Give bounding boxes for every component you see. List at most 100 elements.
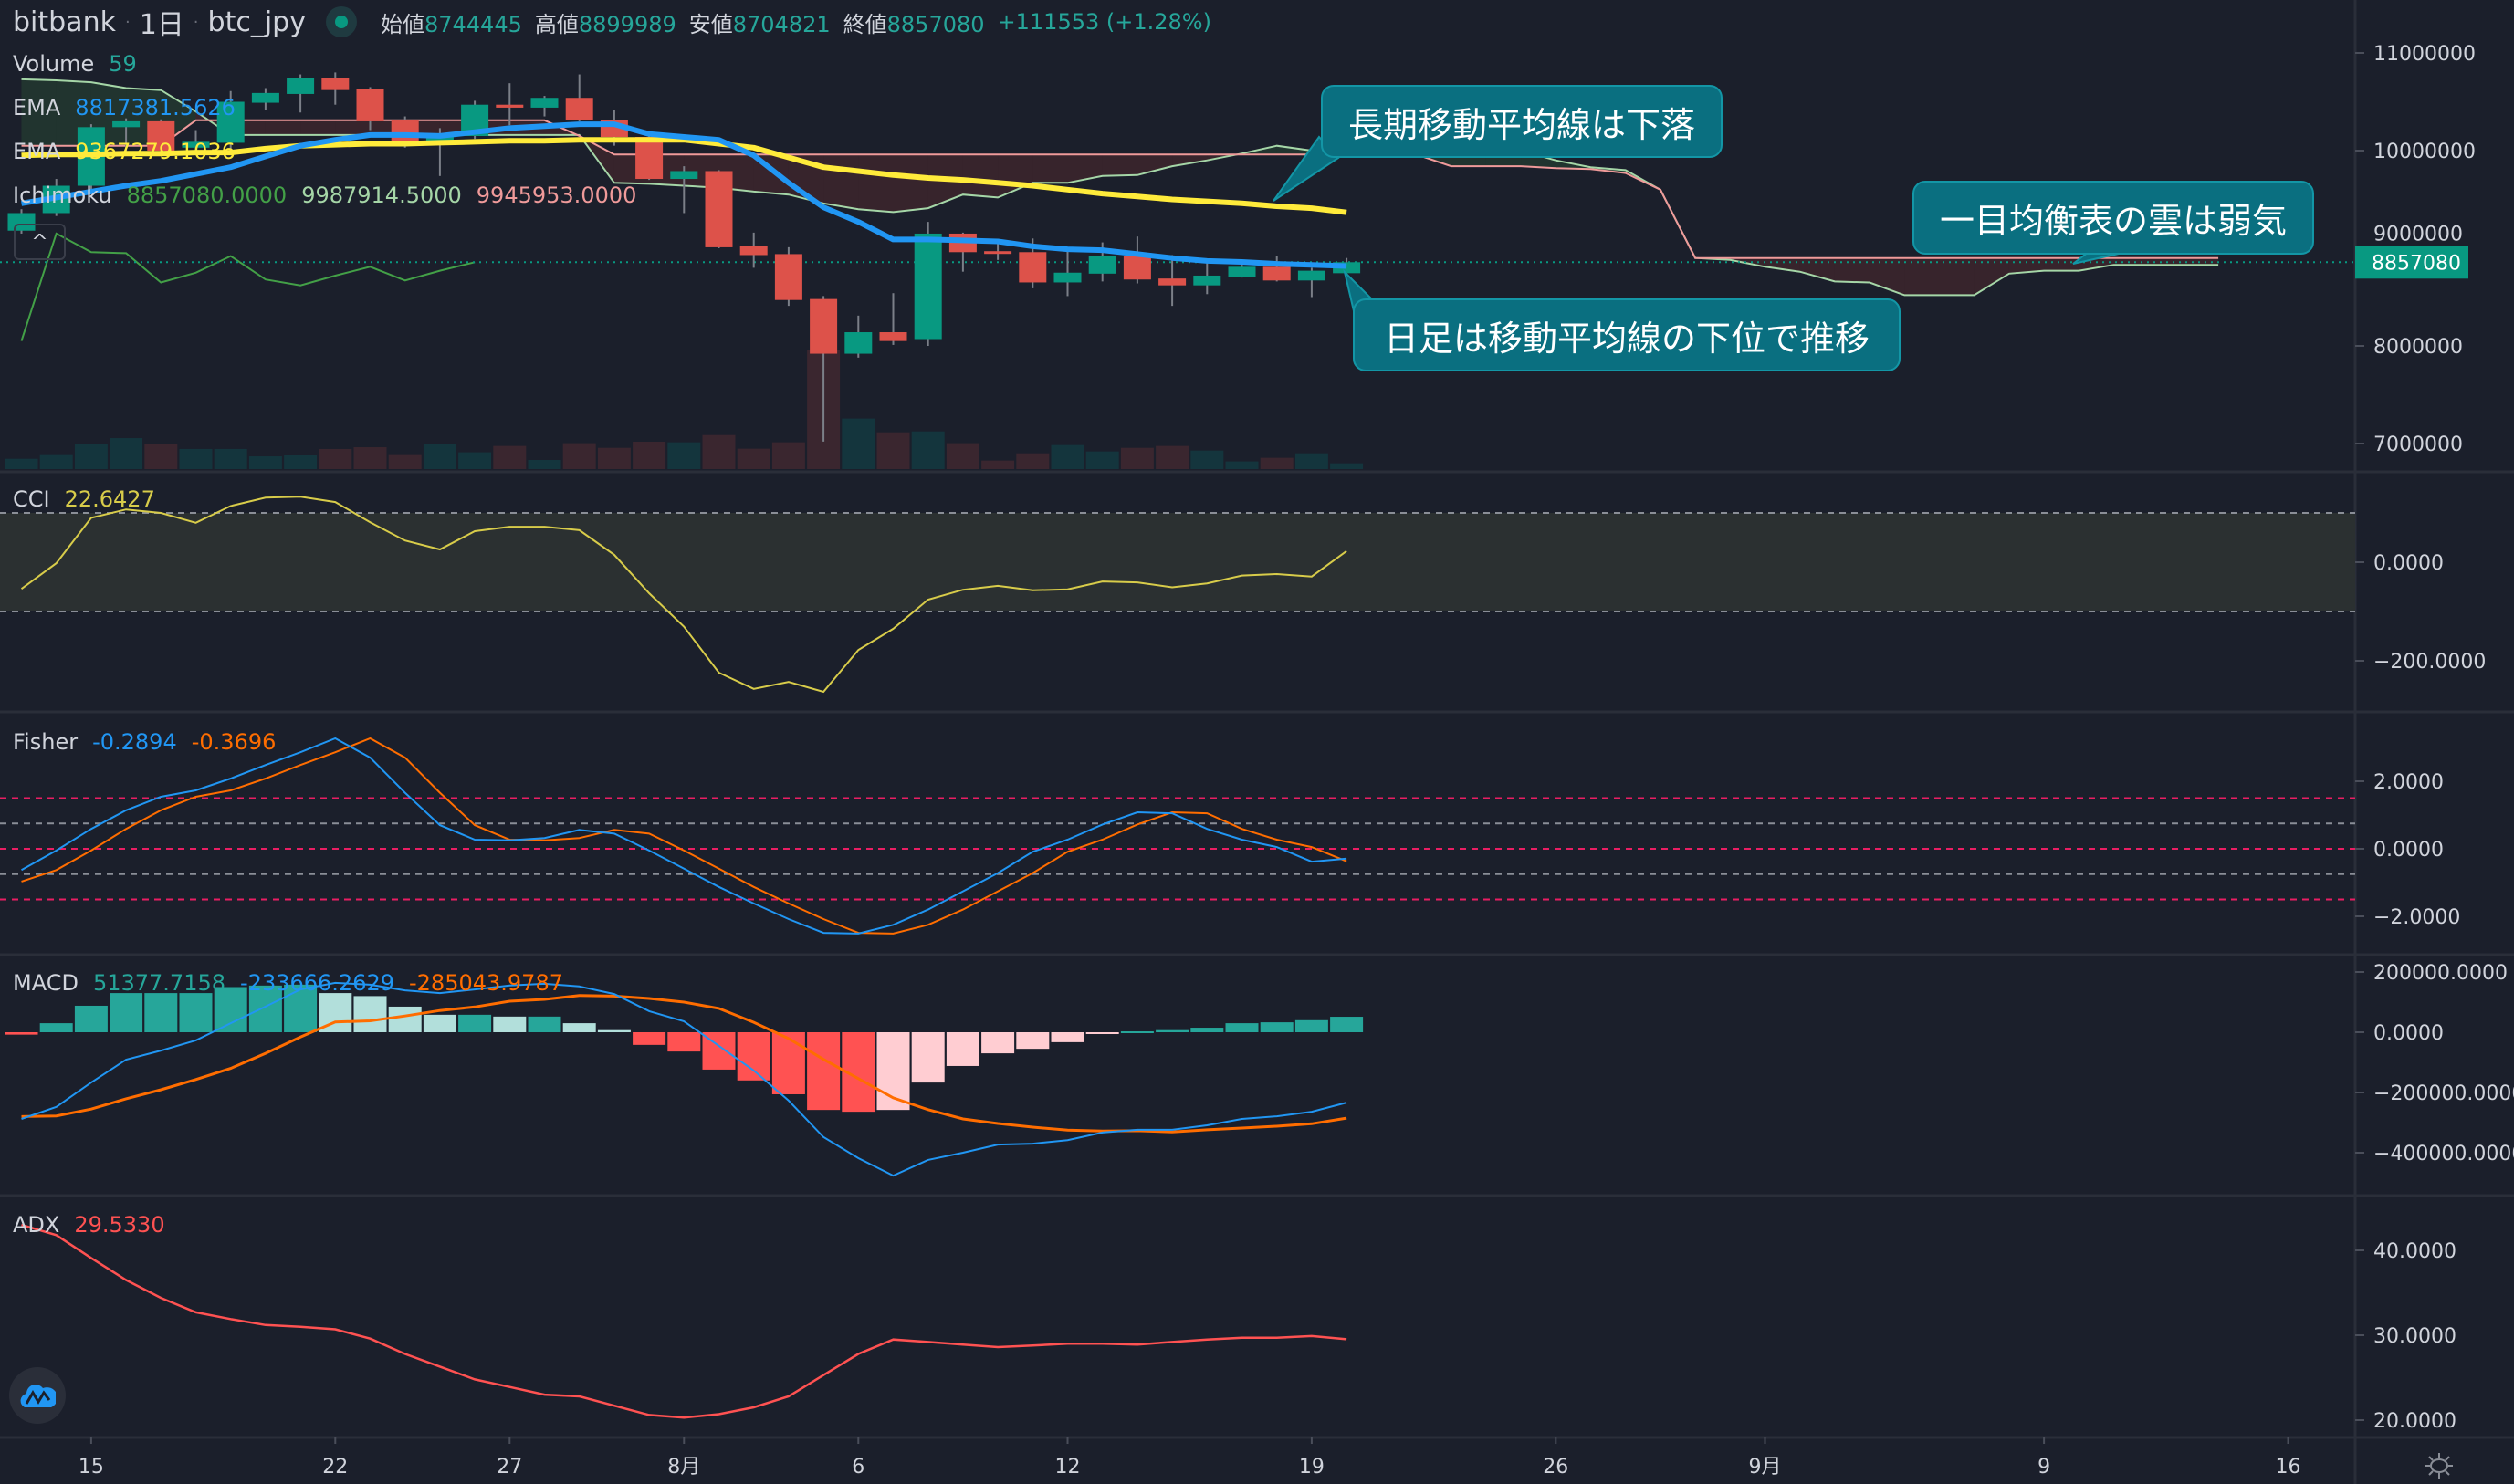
fisher-line — [21, 737, 1347, 935]
macd-histogram-bar — [1190, 1028, 1224, 1032]
cloud-chart-icon — [20, 1385, 56, 1407]
candle-up[interactable] — [914, 233, 942, 340]
candle-down[interactable] — [635, 137, 664, 180]
ichimoku-cloud-segment — [1276, 145, 1312, 155]
legend-ema-slow[interactable]: EMA 9367279.1036 — [13, 139, 236, 164]
legend-ema-fast[interactable]: EMA 8817381.5626 — [13, 95, 236, 120]
ichimoku-cloud-segment — [1032, 154, 1068, 183]
volume-bar — [39, 454, 73, 469]
ichimoku-cloud-segment — [1172, 154, 1208, 167]
volume-bar — [1225, 461, 1259, 469]
candle-up[interactable] — [182, 141, 210, 148]
chevron-up-icon: ^ — [31, 230, 48, 254]
candle-up[interactable] — [1297, 270, 1325, 281]
candle-down[interactable] — [984, 251, 1012, 255]
candle-down[interactable] — [1262, 266, 1291, 281]
candle-up[interactable] — [287, 78, 315, 94]
settings-icon[interactable] — [2425, 1451, 2454, 1480]
volume-bar — [5, 458, 38, 469]
candle-down[interactable] — [356, 89, 384, 121]
legend-value: 9367279.1036 — [75, 139, 236, 164]
candle-up[interactable] — [670, 171, 698, 180]
candle-down[interactable] — [705, 171, 733, 247]
current-price-badge — [2355, 246, 2468, 279]
exchange-name[interactable]: bitbank — [13, 5, 116, 38]
volume-bar — [528, 460, 561, 469]
volume-bar — [946, 443, 979, 469]
candle-down[interactable] — [879, 332, 907, 341]
interval[interactable]: 1日 — [139, 9, 184, 41]
ichimoku-cloud-segment — [858, 154, 894, 213]
low-number: 8704821 — [732, 11, 831, 37]
legend-label: Volume — [13, 51, 95, 77]
indicator-panes[interactable] — [0, 496, 2355, 1419]
volume-bar — [388, 454, 422, 469]
collapse-legend-button[interactable]: ^ — [14, 224, 66, 260]
macd-histogram-bar — [1330, 1017, 1364, 1032]
candle-down[interactable] — [1123, 256, 1151, 280]
tradingview-logo[interactable] — [9, 1367, 66, 1424]
symbol-name[interactable]: btc_jpy — [207, 5, 306, 38]
volume-bar — [144, 444, 178, 469]
candle-up[interactable] — [425, 135, 454, 144]
legend-macd[interactable]: MACD 51377.7158 -233666.2629 -285043.978… — [13, 970, 563, 996]
candle-up[interactable] — [251, 92, 279, 103]
legend-label: MACD — [13, 970, 79, 996]
candle-up[interactable] — [1228, 266, 1256, 277]
candle-up[interactable] — [1053, 272, 1082, 283]
legend-label: Fisher — [13, 729, 79, 755]
candle-up[interactable] — [1088, 256, 1116, 274]
candle-up[interactable] — [112, 120, 141, 128]
candle-down[interactable] — [496, 104, 524, 108]
legend-value: 8857080.0000 — [126, 183, 288, 208]
axes[interactable]: 11000000 10000000 9000000 8000000 7000000 0.0… — [79, 43, 2514, 1479]
macd-histogram-bar — [39, 1023, 73, 1032]
candle-down[interactable] — [739, 246, 768, 256]
macd-histogram-bar — [1294, 1019, 1328, 1032]
time-axis-label: 15 — [79, 1456, 104, 1479]
volume-bar — [74, 444, 108, 469]
macd-histogram-bar — [807, 1032, 841, 1111]
candle-down[interactable] — [810, 298, 838, 354]
price-axis-label: 8000000 — [2373, 336, 2463, 359]
candle-up[interactable] — [844, 332, 873, 354]
time-axis-label: 12 — [1055, 1456, 1081, 1479]
legend-cci[interactable]: CCI 22.6427 — [13, 486, 155, 512]
ichimoku-cloud-segment — [2044, 257, 2079, 271]
volume-bar — [1156, 445, 1189, 469]
candle-down[interactable] — [1019, 252, 1047, 283]
legend-volume[interactable]: Volume 59 — [13, 51, 137, 77]
ichimoku-cloud-segment — [335, 120, 371, 135]
time-axis-label: 16 — [2276, 1456, 2301, 1479]
legend-value: -285043.9787 — [409, 970, 563, 996]
callout-long-ma[interactable]: 長期移動平均線は下落 — [1321, 85, 1723, 158]
candle-down[interactable] — [774, 254, 802, 300]
candle-up[interactable] — [1193, 275, 1221, 286]
candle-down[interactable] — [1158, 278, 1187, 286]
macd-histogram-bar — [667, 1032, 701, 1052]
cci-axis-label: −200.0000 — [2373, 651, 2486, 674]
callout-daily[interactable]: 日足は移動平均線の下位で推移 — [1353, 298, 1901, 371]
legend-adx[interactable]: ADX 29.5330 — [13, 1212, 165, 1238]
legend-label: ADX — [13, 1212, 60, 1238]
ichimoku-cloud-segment — [1067, 154, 1103, 183]
legend-ichimoku[interactable]: Ichimoku 8857080.0000 9987914.5000 99459… — [13, 183, 636, 208]
candle-down[interactable] — [565, 98, 593, 120]
volume-bar — [1085, 451, 1119, 469]
volume-bar — [633, 442, 666, 469]
price-pane[interactable] — [0, 72, 2355, 469]
candle-down[interactable] — [391, 120, 419, 144]
macd-histogram-bar — [284, 984, 318, 1032]
candle-down[interactable] — [321, 78, 350, 90]
legend-value: 22.6427 — [64, 486, 155, 512]
legend-fisher[interactable]: Fisher -0.2894 -0.3696 — [13, 729, 276, 755]
candle-up[interactable] — [216, 101, 245, 143]
candle-up[interactable] — [530, 98, 559, 108]
macd-line — [21, 981, 1347, 1177]
callout-cloud[interactable]: 一目均衡表の雲は弱気 — [1912, 181, 2314, 255]
ichimoku-cloud-segment — [998, 154, 1033, 198]
volume-bar — [423, 444, 456, 469]
cci-axis-label: 0.0000 — [2373, 552, 2444, 575]
candle-down[interactable] — [147, 120, 175, 151]
